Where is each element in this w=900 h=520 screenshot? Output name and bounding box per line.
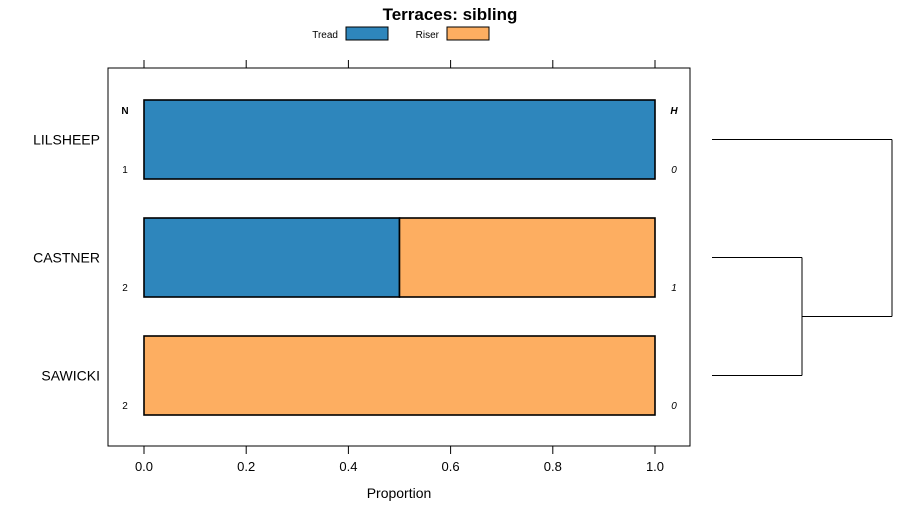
category-label: SAWICKI bbox=[41, 368, 100, 384]
h-header: H bbox=[670, 106, 678, 117]
legend-swatch-tread bbox=[345, 26, 389, 41]
h-value: 0 bbox=[671, 401, 677, 412]
n-header: N bbox=[121, 106, 128, 117]
plot-panel bbox=[107, 67, 691, 447]
x-axis: 0.0 0.2 0.4 0.6 0.8 1.0 bbox=[135, 60, 664, 474]
chart-title: Terraces: sibling bbox=[383, 5, 518, 24]
n-value: 2 bbox=[122, 401, 128, 412]
n-value: 2 bbox=[122, 283, 128, 294]
x-tick-label: 0.8 bbox=[544, 459, 562, 474]
bar-castner-tread bbox=[143, 217, 401, 298]
bar-castner-riser bbox=[398, 217, 656, 298]
x-tick-label: 0.6 bbox=[442, 459, 460, 474]
dendrogram bbox=[712, 139, 893, 376]
x-tick-label: 0.2 bbox=[237, 459, 255, 474]
side-annotations: N H 1 2 2 0 1 0 bbox=[121, 106, 678, 412]
category-labels: LILSHEEP CASTNER SAWICKI bbox=[33, 132, 100, 384]
x-axis-title: Proportion bbox=[367, 485, 432, 501]
h-value: 0 bbox=[671, 165, 677, 176]
bar-lilsheep-tread bbox=[143, 99, 656, 180]
category-label: LILSHEEP bbox=[33, 132, 100, 148]
x-tick-label: 1.0 bbox=[646, 459, 664, 474]
category-label: CASTNER bbox=[33, 250, 100, 266]
x-tick-label: 0.0 bbox=[135, 459, 153, 474]
bars bbox=[143, 99, 656, 416]
legend-label-tread: Tread bbox=[312, 30, 338, 41]
n-value: 1 bbox=[122, 165, 128, 176]
h-value: 1 bbox=[671, 283, 677, 294]
bar-sawicki-riser bbox=[143, 335, 656, 416]
legend-swatch-riser bbox=[446, 26, 490, 41]
x-tick-label: 0.4 bbox=[339, 459, 357, 474]
legend-label-riser: Riser bbox=[416, 30, 440, 41]
legend: Tread Riser bbox=[312, 26, 490, 41]
